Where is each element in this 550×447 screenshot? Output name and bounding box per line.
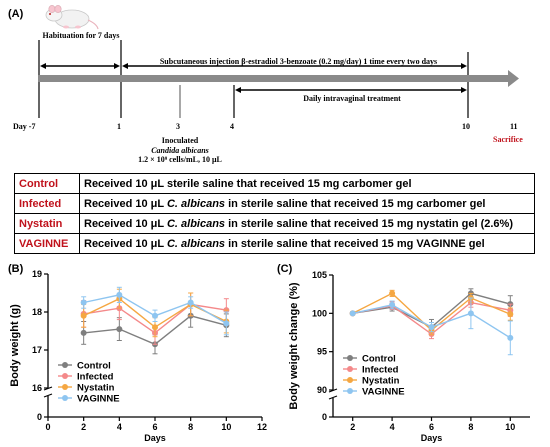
x-tick-label: 8 — [188, 422, 193, 432]
table-row: Infected Received 10 μL C. albicans in s… — [14, 193, 535, 214]
x-tick-label: 4 — [390, 422, 395, 432]
day-label-4: 4 — [230, 122, 234, 131]
mouse-icon — [45, 5, 99, 30]
data-point — [389, 301, 396, 308]
day-label-10: 10 — [462, 122, 470, 131]
group-desc-vaginne: Received 10 μL C. albicans in sterile sa… — [79, 233, 535, 254]
legend-label: VAGINNE — [362, 387, 405, 398]
legend-marker — [347, 377, 353, 383]
data-point — [428, 324, 435, 331]
body-weight-change-chart: 90 95 100 105 0 2 4 6 8 10 Days Body weight change … — [288, 270, 530, 443]
legend-marker — [347, 366, 353, 372]
body-weight-chart: 16 17 18 19 00 2 4 6 8 10 12 Days Body weight (g) Con… — [9, 269, 267, 443]
legend-label: Infected — [77, 372, 114, 383]
legend-label: Infected — [362, 365, 399, 376]
panel-c-label: (C) — [277, 263, 293, 275]
y-axis-label: Body weight change (%) — [288, 282, 300, 409]
x-tick-label: 2 — [81, 422, 86, 432]
legend-marker — [62, 362, 68, 368]
y-tick-label: 16 — [32, 383, 42, 393]
legend-marker — [347, 355, 353, 361]
y-tick-label: 90 — [317, 385, 327, 395]
injection-text: Subcutaneous injection β-estradiol 3-ben… — [159, 57, 438, 66]
x-tick-label: 6 — [152, 422, 157, 432]
group-name-vaginne: VAGINNE — [14, 233, 80, 254]
group-desc-infected: Received 10 μL C. albicans in sterile sa… — [79, 193, 535, 214]
y-tick-label: 100 — [312, 308, 327, 318]
data-point — [80, 329, 87, 336]
treatment-text: Daily intravaginal treatment — [303, 94, 401, 103]
panel-a-label: (A) — [8, 8, 24, 20]
table-row: VAGINNE Received 10 μL C. albicans in st… — [14, 233, 535, 254]
inoculated-line-3: 1.2 × 10⁹ cells/mL, 10 μL — [138, 155, 222, 164]
group-name-control: Control — [14, 173, 80, 194]
x-tick-label: 10 — [505, 422, 515, 432]
y-tick-label: 17 — [32, 345, 42, 355]
x-tick-label: 0 — [45, 422, 50, 432]
group-name-nystatin: Nystatin — [14, 213, 80, 234]
day-label-11: 11 — [510, 122, 518, 131]
x-tick-label: 2 — [350, 422, 355, 432]
x-tick-label: 8 — [468, 422, 473, 432]
treatment-groups-table: Control Received 10 μL sterile saline th… — [14, 173, 535, 254]
y-tick-label: 19 — [32, 269, 42, 279]
data-point — [507, 311, 514, 318]
data-point — [80, 299, 87, 306]
data-point — [187, 299, 194, 306]
inoculation-note: Inoculated Candida albicans 1.2 × 10⁹ ce… — [128, 136, 232, 165]
y-tick-label: 18 — [32, 307, 42, 317]
y-tick-label: 0 — [37, 412, 42, 422]
axis-break-mark — [328, 395, 338, 400]
timeline-graphic — [38, 40, 519, 118]
sacrifice-text: Sacrifice — [493, 135, 523, 144]
legend-marker — [347, 388, 353, 394]
data-point — [152, 324, 158, 331]
data-point — [389, 290, 396, 297]
data-point — [507, 334, 514, 341]
panel-b-label: (B) — [8, 263, 24, 275]
legend-label: VAGINNE — [77, 394, 120, 405]
x-tick-label: 12 — [257, 422, 267, 432]
y-tick-label: 0 — [322, 412, 327, 422]
legend-marker — [62, 395, 68, 401]
timeline-arrowhead — [508, 70, 519, 87]
day-label-1: 1 — [117, 122, 121, 131]
data-point — [152, 312, 158, 319]
table-row: Nystatin Received 10 μL C. albicans in s… — [14, 213, 535, 234]
legend-label: Nystatin — [77, 383, 115, 394]
inoculated-line-2: Candida albicans — [151, 145, 209, 155]
legend-marker — [62, 384, 68, 390]
timeline-bar — [38, 75, 510, 82]
x-axis-label: Days — [421, 433, 443, 443]
day-label-3: 3 — [176, 122, 180, 131]
habituation-text: Habituation for 7 days — [42, 31, 120, 40]
axis-break-mark — [43, 393, 53, 398]
group-name-infected: Infected — [14, 193, 80, 214]
y-tick-label: 105 — [312, 270, 327, 280]
legend-marker — [62, 373, 68, 379]
data-point — [467, 310, 474, 317]
y-tick-label: 95 — [317, 347, 327, 357]
day-label-minus7: Day -7 — [13, 122, 36, 131]
data-point — [116, 326, 123, 333]
legend-label: Control — [77, 361, 111, 372]
group-desc-control: Received 10 μL sterile saline that recei… — [79, 173, 535, 194]
data-point — [349, 310, 356, 317]
y-axis-label: Body weight (g) — [9, 304, 21, 387]
group-desc-nystatin: Received 10 μL C. albicans in sterile sa… — [79, 213, 535, 234]
data-point — [116, 291, 123, 298]
data-point — [223, 320, 230, 327]
x-axis-label: Days — [144, 433, 166, 443]
legend-label: Control — [362, 354, 396, 365]
table-row: Control Received 10 μL sterile saline th… — [14, 173, 535, 194]
x-tick-label: 10 — [221, 422, 231, 432]
legend-label: Nystatin — [362, 376, 400, 387]
x-tick-label: 4 — [117, 422, 122, 432]
x-tick-label: 6 — [429, 422, 434, 432]
data-point — [80, 312, 87, 319]
inoculated-line-1: Inoculated — [161, 136, 199, 145]
